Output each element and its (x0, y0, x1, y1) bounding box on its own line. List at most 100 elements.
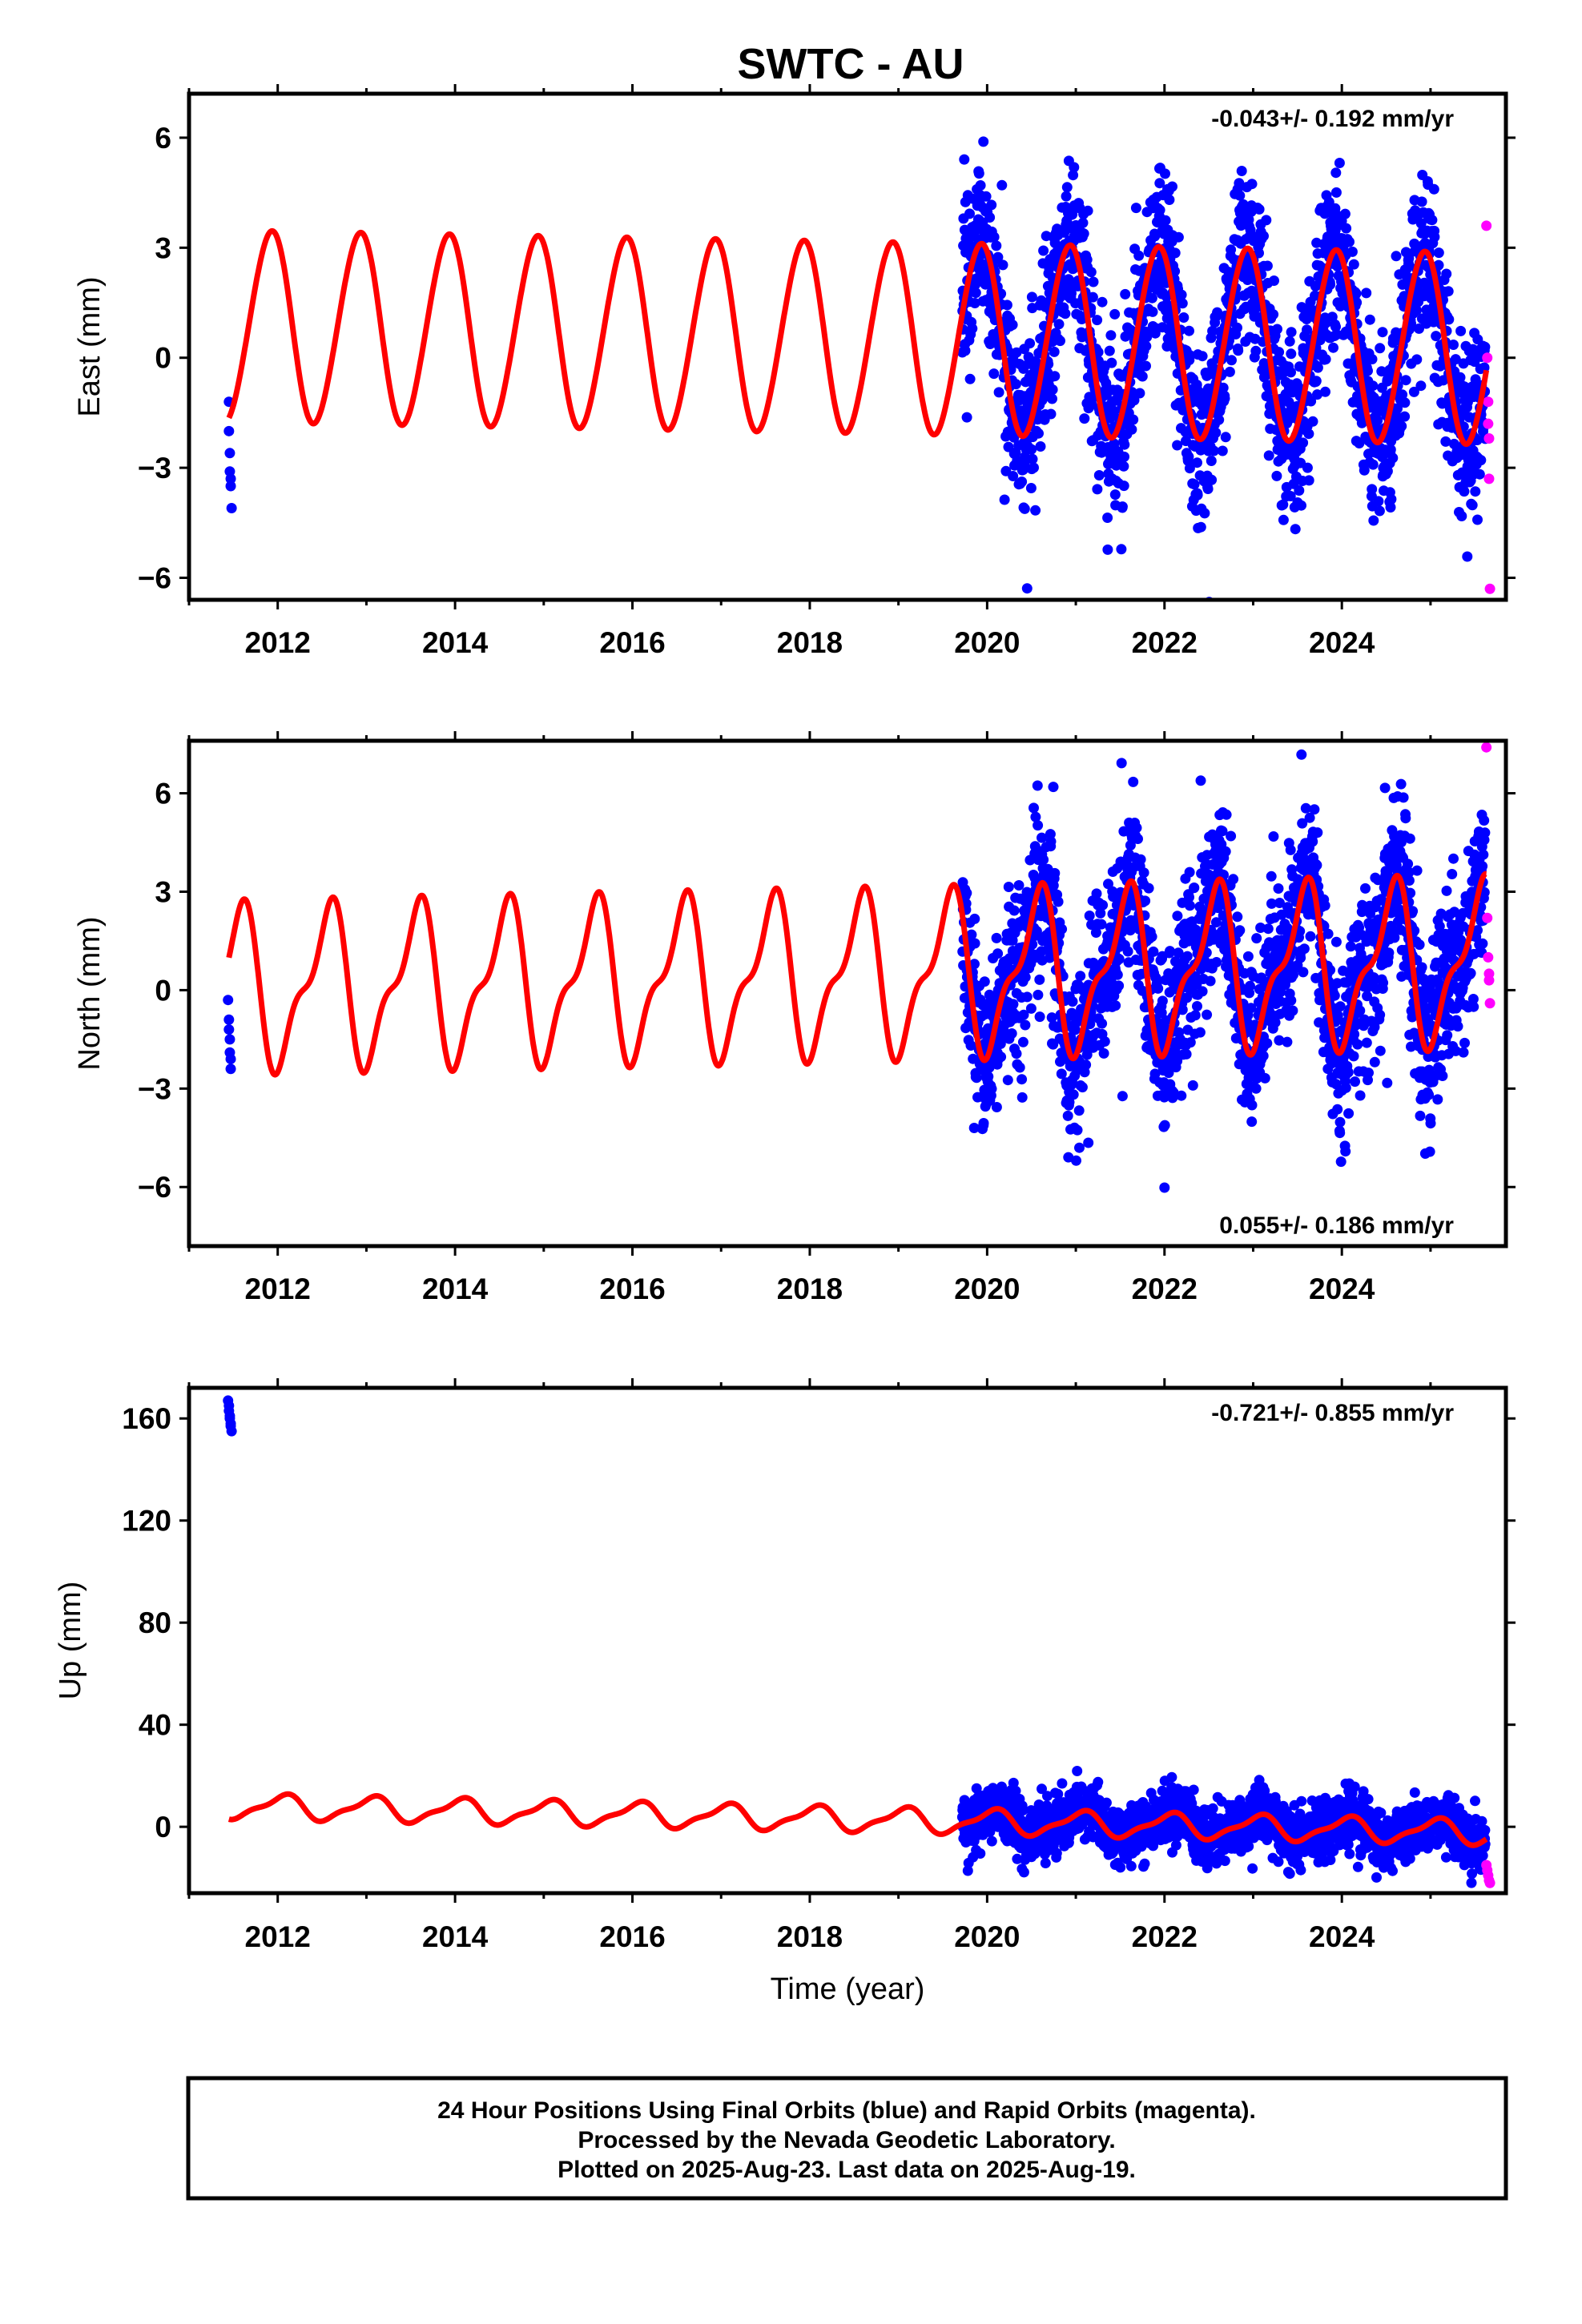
final-orbit-point (1133, 834, 1143, 844)
final-orbit-point (1131, 822, 1142, 834)
final-orbit-point (1349, 1029, 1360, 1039)
final-orbit-point (1092, 315, 1103, 326)
final-orbit-point (1310, 376, 1322, 387)
final-orbit-point (1232, 911, 1243, 923)
final-orbit-point (1465, 967, 1476, 979)
final-orbit-point (970, 287, 981, 299)
final-orbit-point (961, 412, 972, 423)
final-orbit-point (1217, 826, 1228, 837)
final-orbit-point (1428, 183, 1439, 195)
final-orbit-point (1025, 1003, 1037, 1014)
final-orbit-point (1319, 900, 1330, 911)
final-orbit-point (1210, 917, 1222, 928)
final-orbit-points (223, 749, 1491, 1193)
final-orbit-point (1382, 465, 1393, 476)
final-orbit-point (1278, 499, 1289, 510)
final-orbit-point (1189, 883, 1200, 893)
final-orbit-point (1307, 836, 1318, 847)
final-orbit-point (1154, 178, 1165, 189)
final-orbit-point (1332, 1104, 1343, 1115)
x-tick-label: 2014 (422, 1273, 489, 1305)
final-orbit-point (1192, 457, 1202, 468)
final-orbit-point (1113, 954, 1125, 965)
final-orbit-point (1340, 1082, 1351, 1093)
final-orbit-point (1128, 776, 1139, 787)
final-orbit-point (973, 168, 984, 179)
final-orbit-point (1081, 1059, 1092, 1071)
final-orbit-point (1234, 178, 1245, 189)
rapid-orbit-point (1481, 220, 1492, 231)
final-orbit-point (1250, 1083, 1262, 1094)
final-orbit-point (1177, 298, 1188, 309)
final-orbit-point (1278, 514, 1289, 525)
final-orbit-point (1153, 983, 1164, 994)
x-tick-label: 2024 (1309, 626, 1375, 659)
final-orbit-point (1262, 260, 1273, 271)
final-orbit-point (1266, 870, 1277, 882)
final-orbit-point (1363, 365, 1373, 376)
final-orbit-point (1266, 898, 1277, 909)
final-orbit-point (1411, 354, 1423, 365)
final-orbit-point (1367, 459, 1379, 470)
final-orbit-point (1140, 895, 1151, 907)
final-orbit-point (1226, 830, 1237, 842)
final-orbit-point (1060, 308, 1071, 320)
final-orbit-point (1172, 440, 1183, 451)
up-panel: 2012 2014 2016 2018 2020 2022 202404080120160U… (54, 1378, 1516, 2006)
final-orbit-point (1197, 986, 1208, 997)
final-orbit-point (1414, 939, 1425, 951)
final-orbit-point (1053, 896, 1064, 907)
final-orbit-point (1259, 1072, 1270, 1084)
final-orbit-point (1379, 782, 1391, 794)
final-orbit-point (1361, 1037, 1372, 1048)
final-orbit-point (1072, 1124, 1083, 1136)
final-orbit-point (1118, 460, 1129, 472)
final-orbit-point (1034, 974, 1045, 985)
final-orbit-point (1447, 869, 1458, 879)
final-orbit-point (1269, 275, 1279, 286)
final-orbit-point (1472, 514, 1483, 525)
final-orbit-point (978, 1118, 989, 1128)
final-orbit-point (1119, 451, 1129, 462)
final-orbit-point (1030, 811, 1041, 822)
final-orbit-point (1139, 1858, 1150, 1869)
final-orbit-point (975, 1848, 986, 1859)
final-orbit-point (1372, 415, 1383, 426)
final-orbit-point (1282, 1036, 1293, 1047)
final-orbit-point (1096, 919, 1107, 930)
final-orbit-point (959, 154, 970, 165)
final-orbit-point (1335, 1156, 1347, 1168)
final-orbit-point (1403, 875, 1415, 886)
rapid-orbit-point (1481, 742, 1492, 753)
final-orbit-point (1286, 327, 1297, 338)
final-orbit-point (1092, 484, 1103, 495)
final-orbit-point (1234, 925, 1246, 936)
early-data-point (225, 473, 236, 485)
y-tick-label: −3 (138, 1072, 171, 1105)
final-orbit-point (1116, 544, 1127, 555)
final-orbit-point (1008, 905, 1020, 916)
final-orbit-point (1173, 231, 1184, 243)
final-orbit-point (1330, 321, 1341, 332)
early-data-point (225, 1063, 236, 1075)
final-orbit-point (986, 1084, 997, 1095)
x-tick-label: 2024 (1309, 1273, 1375, 1305)
final-orbit-point (1199, 508, 1210, 519)
final-orbit-point (1273, 883, 1284, 894)
final-orbit-point (1433, 259, 1444, 271)
final-orbit-point (1284, 601, 1294, 612)
final-orbit-point (1325, 279, 1336, 290)
final-orbit-point (1040, 1858, 1051, 1868)
x-tick-label: 2018 (777, 1273, 843, 1305)
velocity-rate-label: 0.055+/- 0.186 mm/yr (1219, 1212, 1454, 1239)
final-orbit-point (1386, 493, 1397, 505)
final-orbit-point (1334, 1128, 1346, 1139)
final-orbit-point (969, 959, 980, 970)
final-orbit-point (1109, 308, 1121, 320)
final-orbit-point (1061, 182, 1073, 193)
final-orbit-point (1206, 456, 1217, 466)
final-orbit-point (1190, 1010, 1201, 1021)
final-orbit-point (1322, 928, 1334, 939)
final-orbit-point (1183, 451, 1194, 462)
early-data-point (223, 995, 234, 1006)
